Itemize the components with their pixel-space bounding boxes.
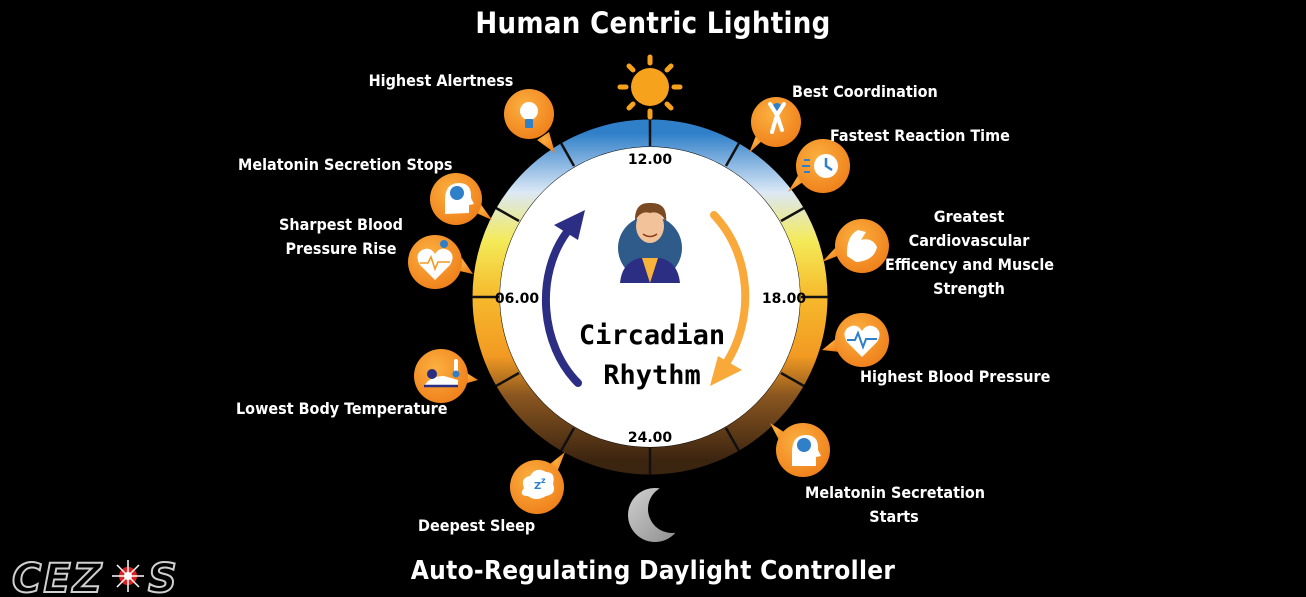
label-deepest-sleep: Deepest Sleep	[418, 516, 536, 535]
heart-monitor-icon	[822, 313, 889, 367]
cezos-logo: CEZ S	[11, 555, 178, 597]
footer-title: Auto-Regulating Daylight Controller	[410, 556, 896, 586]
arrow-left-up	[541, 210, 585, 387]
label-line: Greatest	[933, 207, 1005, 226]
sleep-bubble-icon: Z z	[510, 452, 565, 514]
person-avatar-icon	[618, 202, 682, 283]
clock-icon	[788, 139, 850, 193]
label-greatest-cardiovascular: Greatest Cardiovascular Efficency and Mu…	[885, 205, 1055, 301]
label-sharpest-blood-pressure: Sharpest Blood Pressure Rise	[275, 213, 407, 261]
sun-icon	[617, 54, 683, 120]
label-line: Strength	[933, 279, 1005, 298]
brain-head-icon	[430, 173, 492, 225]
label-best-coordination: Best Coordination	[792, 82, 938, 101]
arrow-right-down	[710, 211, 750, 386]
ring-ticks	[472, 119, 828, 475]
label-line: Pressure Rise	[285, 239, 397, 258]
svg-text:CEZ: CEZ	[12, 556, 104, 597]
label-line: Starts	[869, 507, 919, 526]
brain-head-icon-2	[770, 423, 830, 477]
center-title-line1: Circadian	[579, 320, 725, 351]
label-line: Sharpest Blood	[279, 215, 403, 234]
center-title-line2: Rhythm	[603, 360, 701, 391]
heart-pulse-icon	[408, 235, 473, 289]
label-line: Efficency and Muscle	[885, 255, 1055, 274]
label-lowest-body-temperature: Lowest Body Temperature	[236, 399, 448, 418]
svg-text:S: S	[148, 556, 177, 597]
thermometer-person-icon	[414, 349, 478, 403]
label-line: Cardiovascular	[908, 231, 1030, 250]
lightbulb-icon	[504, 89, 555, 153]
label-fastest-reaction-time: Fastest Reaction Time	[830, 126, 1010, 145]
page-title: Human Centric Lighting	[475, 6, 831, 40]
time-noon: 12.00	[628, 152, 673, 168]
label-highest-alertness: Highest Alertness	[368, 71, 514, 90]
time-evening: 18.00	[762, 291, 807, 307]
moon-icon	[628, 485, 696, 542]
label-line: Melatonin Secretation	[805, 483, 986, 502]
label-melatonin-secretation-starts: Melatonin Secretation Starts	[805, 481, 986, 529]
time-morning: 06.00	[495, 291, 540, 307]
label-highest-blood-pressure: Highest Blood Pressure	[860, 367, 1051, 386]
time-midnight: 24.00	[628, 430, 673, 446]
gymnast-icon	[749, 97, 801, 153]
muscle-arm-icon	[822, 219, 889, 273]
label-melatonin-secretion-stops: Melatonin Secretion Stops	[238, 155, 453, 174]
svg-text:z: z	[541, 476, 546, 485]
svg-text:Z: Z	[534, 481, 541, 492]
